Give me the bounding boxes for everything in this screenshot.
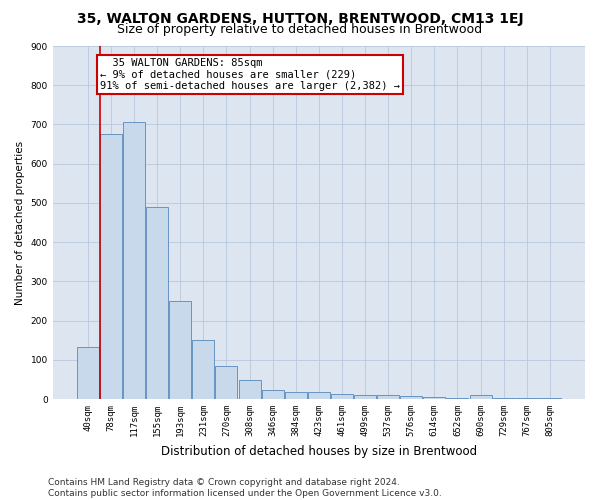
Bar bbox=[193, 340, 214, 399]
Bar bbox=[285, 392, 307, 399]
Bar bbox=[424, 397, 445, 399]
Bar bbox=[470, 395, 491, 399]
Bar bbox=[493, 398, 515, 399]
X-axis label: Distribution of detached houses by size in Brentwood: Distribution of detached houses by size … bbox=[161, 444, 477, 458]
Bar bbox=[239, 380, 260, 399]
Bar bbox=[539, 398, 561, 399]
Bar bbox=[100, 134, 122, 399]
Bar bbox=[516, 398, 538, 399]
Text: Size of property relative to detached houses in Brentwood: Size of property relative to detached ho… bbox=[118, 22, 482, 36]
Bar bbox=[354, 395, 376, 399]
Bar bbox=[215, 366, 238, 399]
Text: 35 WALTON GARDENS: 85sqm
← 9% of detached houses are smaller (229)
91% of semi-d: 35 WALTON GARDENS: 85sqm ← 9% of detache… bbox=[100, 58, 400, 91]
Text: Contains HM Land Registry data © Crown copyright and database right 2024.
Contai: Contains HM Land Registry data © Crown c… bbox=[48, 478, 442, 498]
Bar bbox=[169, 301, 191, 399]
Bar bbox=[123, 122, 145, 399]
Bar bbox=[146, 207, 168, 399]
Text: 35, WALTON GARDENS, HUTTON, BRENTWOOD, CM13 1EJ: 35, WALTON GARDENS, HUTTON, BRENTWOOD, C… bbox=[77, 12, 523, 26]
Bar bbox=[446, 398, 469, 399]
Y-axis label: Number of detached properties: Number of detached properties bbox=[15, 140, 25, 304]
Bar bbox=[377, 395, 399, 399]
Bar bbox=[262, 390, 284, 399]
Bar bbox=[308, 392, 330, 399]
Bar bbox=[331, 394, 353, 399]
Bar bbox=[77, 348, 99, 399]
Bar bbox=[400, 396, 422, 399]
